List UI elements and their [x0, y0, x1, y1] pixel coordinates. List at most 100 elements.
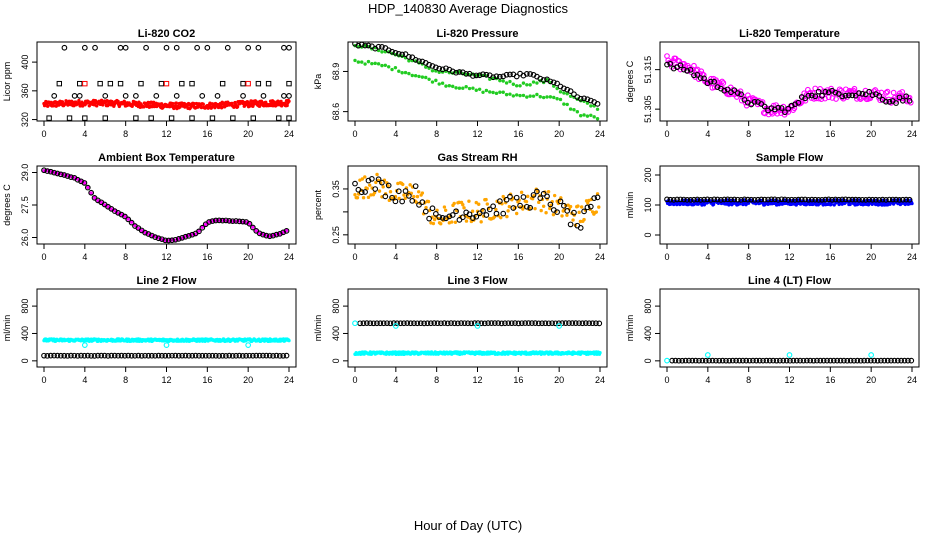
- data-point: [734, 90, 741, 96]
- data-point: [400, 71, 404, 75]
- y-tick-label: 800: [331, 299, 341, 314]
- data-point: [788, 102, 795, 109]
- data-point: [898, 357, 905, 364]
- data-point: [696, 357, 702, 364]
- x-tick-label: 8: [123, 375, 128, 385]
- data-point: [410, 73, 414, 78]
- x-tick-label: 20: [866, 375, 876, 385]
- data-point: [68, 352, 74, 359]
- data-point: [582, 320, 589, 326]
- data-point: [559, 320, 566, 326]
- data-point: [390, 67, 394, 72]
- data-point: [762, 110, 768, 117]
- data-point: [718, 197, 724, 203]
- data-point: [753, 357, 760, 364]
- data-point: [117, 44, 124, 51]
- data-point: [436, 214, 443, 220]
- data-point: [384, 320, 390, 327]
- data-point: [833, 96, 839, 102]
- x-tick-label: 20: [866, 252, 876, 262]
- y-axis-label: degrees C: [2, 184, 12, 226]
- data-point: [71, 93, 78, 99]
- series-line2-flow-spikes: [81, 342, 252, 348]
- data-point: [744, 196, 751, 203]
- x-tick-label: 16: [825, 375, 835, 385]
- data-point: [589, 113, 593, 117]
- data-point: [196, 352, 202, 359]
- data-point: [450, 84, 455, 89]
- data-point: [493, 73, 500, 80]
- x-tick-label: 12: [161, 375, 171, 385]
- data-point: [859, 91, 866, 97]
- data-point: [670, 65, 677, 72]
- data-point: [568, 107, 573, 111]
- data-point: [126, 217, 130, 221]
- data-point: [827, 357, 834, 364]
- data-point: [597, 205, 601, 209]
- data-point: [270, 232, 276, 239]
- data-point: [667, 196, 674, 203]
- data-point: [910, 201, 914, 206]
- data-point: [906, 97, 913, 104]
- data-point: [702, 203, 707, 207]
- data-point: [883, 89, 890, 96]
- data-point: [751, 196, 758, 203]
- data-point: [397, 320, 404, 327]
- data-point: [219, 80, 226, 87]
- data-point: [358, 42, 365, 48]
- data-point: [427, 320, 434, 327]
- data-point: [245, 342, 252, 348]
- data-point: [687, 196, 694, 203]
- data-point: [568, 204, 573, 209]
- data-point: [255, 80, 262, 87]
- x-tick-label: 12: [472, 129, 482, 139]
- data-point: [375, 176, 382, 183]
- data-point: [507, 205, 512, 209]
- data-point: [82, 115, 88, 121]
- x-tick-label: 8: [746, 129, 751, 139]
- data-point: [226, 352, 233, 359]
- data-point: [51, 352, 57, 359]
- data-point: [250, 352, 256, 359]
- data-point: [839, 196, 846, 203]
- data-point: [532, 320, 539, 326]
- data-point: [525, 83, 529, 87]
- series-co2-reference-low: [46, 115, 292, 121]
- data-point: [486, 206, 493, 213]
- data-point: [711, 196, 718, 203]
- data-point: [254, 229, 258, 233]
- data-point: [138, 80, 144, 87]
- data-point: [492, 320, 498, 326]
- data-point: [116, 99, 120, 104]
- data-point: [133, 223, 137, 228]
- data-point: [165, 352, 172, 359]
- data-point: [869, 196, 876, 203]
- series-line3-flow-average: [357, 320, 603, 327]
- x-tick-label: 12: [161, 129, 171, 139]
- data-point: [431, 320, 438, 326]
- data-point: [45, 104, 50, 108]
- data-point: [585, 114, 590, 118]
- data-point: [192, 101, 196, 106]
- data-point: [820, 357, 827, 364]
- data-point: [758, 196, 765, 203]
- data-point: [95, 352, 101, 359]
- data-point: [546, 190, 551, 194]
- data-point: [792, 197, 798, 203]
- data-point: [530, 197, 535, 201]
- data-point: [467, 199, 471, 203]
- data-point: [481, 90, 485, 94]
- data-point: [506, 209, 510, 213]
- data-point: [829, 196, 835, 203]
- data-point: [561, 202, 567, 209]
- data-point: [251, 225, 255, 229]
- data-point: [886, 196, 893, 203]
- data-point: [426, 61, 432, 68]
- x-tick-label: 0: [352, 129, 357, 139]
- data-point: [279, 99, 283, 104]
- data-point: [795, 196, 802, 203]
- data-point: [429, 63, 436, 69]
- data-point: [374, 320, 380, 327]
- data-point: [849, 92, 856, 99]
- data-point: [133, 93, 139, 99]
